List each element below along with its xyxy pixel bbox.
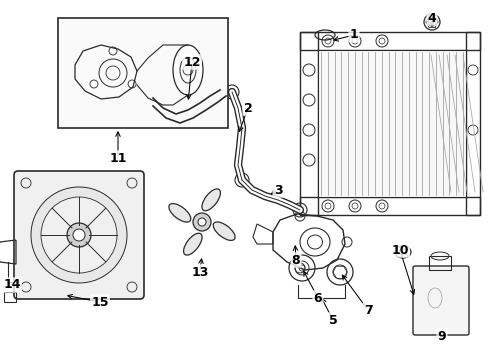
Ellipse shape — [213, 222, 235, 240]
Circle shape — [31, 187, 127, 283]
Bar — [318, 50, 466, 197]
Circle shape — [73, 229, 85, 241]
Text: 13: 13 — [191, 266, 209, 279]
Text: 3: 3 — [274, 184, 282, 197]
Text: 7: 7 — [364, 303, 372, 316]
FancyBboxPatch shape — [413, 266, 469, 335]
Text: 8: 8 — [292, 253, 300, 266]
Ellipse shape — [202, 189, 220, 211]
Bar — [300, 197, 480, 215]
Ellipse shape — [169, 204, 191, 222]
Text: 10: 10 — [391, 243, 409, 256]
FancyBboxPatch shape — [14, 171, 144, 299]
Text: 12: 12 — [183, 55, 201, 68]
Text: 11: 11 — [109, 152, 127, 165]
Circle shape — [67, 223, 91, 247]
Text: 5: 5 — [329, 314, 338, 327]
Text: 4: 4 — [428, 12, 437, 24]
Text: 6: 6 — [314, 292, 322, 305]
Bar — [429, 256, 451, 270]
Text: 2: 2 — [244, 102, 252, 114]
Bar — [300, 32, 318, 215]
Circle shape — [198, 218, 206, 226]
Text: 14: 14 — [3, 279, 21, 292]
Ellipse shape — [184, 233, 202, 255]
Bar — [4, 292, 16, 302]
Text: 15: 15 — [91, 296, 109, 309]
Bar — [58, 18, 228, 128]
Text: 1: 1 — [350, 28, 358, 41]
Bar — [300, 32, 480, 50]
Bar — [466, 32, 480, 215]
Text: 9: 9 — [438, 329, 446, 342]
Circle shape — [41, 197, 117, 273]
Circle shape — [193, 213, 211, 231]
